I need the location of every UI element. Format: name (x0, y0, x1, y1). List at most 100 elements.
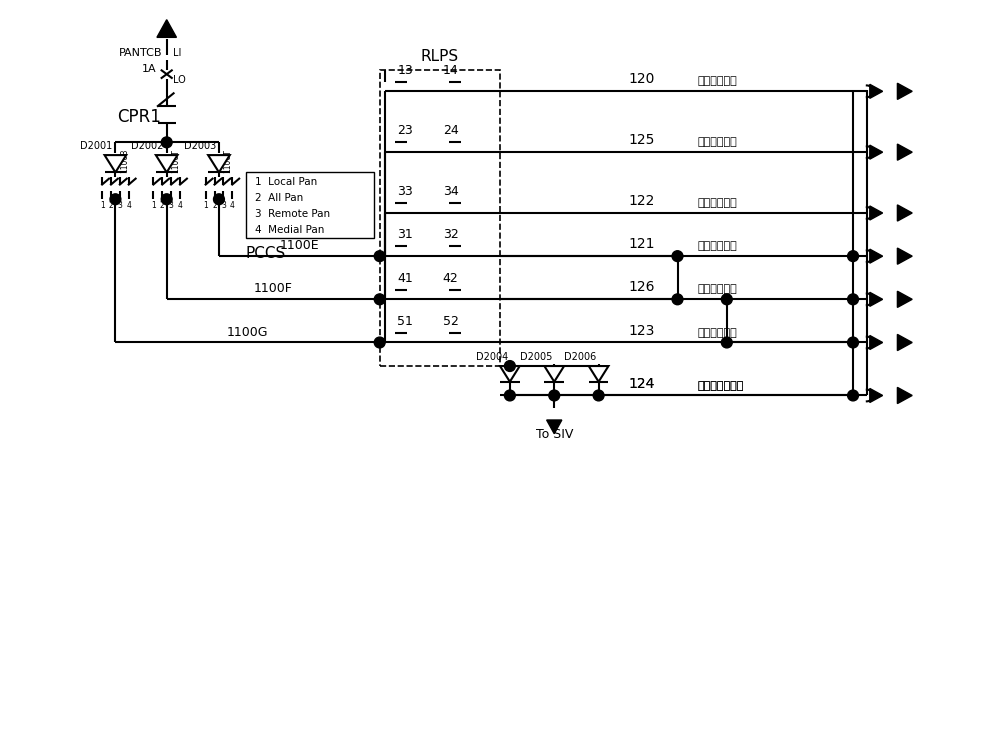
Text: D2001: D2001 (80, 141, 112, 151)
Text: 34: 34 (443, 185, 459, 198)
Text: 124: 124 (628, 377, 655, 391)
Text: 1  Local Pan: 1 Local Pan (255, 177, 318, 187)
Polygon shape (544, 366, 564, 382)
Text: 52: 52 (443, 315, 459, 328)
Text: 121: 121 (628, 237, 655, 251)
Text: 125: 125 (628, 133, 655, 147)
Text: 2  All Pan: 2 All Pan (255, 193, 304, 203)
Text: 4  Medial Pan: 4 Medial Pan (255, 225, 325, 236)
Text: 120: 120 (628, 72, 655, 86)
Circle shape (504, 361, 515, 372)
Bar (380, 70, 500, 366)
Polygon shape (897, 248, 912, 264)
Text: 33: 33 (397, 185, 413, 198)
Circle shape (110, 194, 121, 205)
Text: 1A: 1A (142, 63, 157, 74)
Polygon shape (589, 366, 608, 382)
Polygon shape (105, 155, 126, 172)
Text: 升后弓列车线: 升后弓列车线 (697, 198, 737, 208)
Circle shape (214, 194, 224, 205)
Circle shape (672, 294, 683, 305)
Circle shape (848, 390, 858, 401)
Circle shape (374, 294, 385, 305)
Text: 126: 126 (628, 280, 655, 294)
Bar (246, 171, 374, 238)
Text: 2: 2 (160, 201, 165, 210)
Text: 2: 2 (212, 201, 217, 210)
Polygon shape (208, 155, 230, 172)
Text: 降中弓列车线: 降中弓列车线 (697, 284, 737, 294)
Circle shape (549, 390, 560, 401)
Text: 122: 122 (628, 194, 655, 208)
Circle shape (161, 137, 172, 148)
Text: 1100T: 1100T (171, 149, 180, 173)
Text: 1: 1 (203, 201, 208, 210)
Polygon shape (897, 205, 912, 221)
Text: 14: 14 (443, 63, 459, 77)
Text: 1100E: 1100E (280, 239, 319, 252)
Text: 降后弓列车线: 降后弓列车线 (697, 328, 737, 338)
Text: 降弓通知列车线: 降弓通知列车线 (697, 381, 744, 391)
Text: 123: 123 (628, 324, 655, 338)
Text: 1100T: 1100T (223, 149, 232, 173)
Text: 124: 124 (628, 377, 655, 391)
Text: To SIV: To SIV (536, 428, 573, 441)
Circle shape (848, 337, 858, 348)
Text: 1100F: 1100F (254, 283, 293, 295)
Polygon shape (870, 336, 883, 350)
Text: 24: 24 (443, 124, 459, 138)
Text: 3  Remote Pan: 3 Remote Pan (255, 209, 331, 219)
Circle shape (593, 390, 604, 401)
Polygon shape (897, 144, 912, 160)
Text: LO: LO (173, 75, 185, 85)
Circle shape (504, 390, 515, 401)
Polygon shape (156, 155, 178, 172)
Text: 4: 4 (126, 201, 131, 210)
Text: 降前弓列车线: 降前弓列车线 (697, 241, 737, 251)
Text: 3: 3 (221, 201, 226, 210)
Text: D2005: D2005 (520, 352, 552, 362)
Text: 2: 2 (109, 201, 113, 210)
Text: 1100B: 1100B (120, 149, 129, 173)
Text: 41: 41 (397, 272, 413, 285)
Polygon shape (870, 206, 883, 220)
Text: 降弓通知列车线: 降弓通知列车线 (697, 381, 744, 391)
Text: 31: 31 (397, 228, 413, 241)
Text: PCCS: PCCS (246, 247, 286, 261)
Polygon shape (870, 250, 883, 263)
Polygon shape (897, 387, 912, 403)
Text: 1: 1 (100, 201, 104, 210)
Text: D2004: D2004 (476, 352, 508, 362)
Text: LI: LI (173, 48, 181, 58)
Text: 32: 32 (443, 228, 459, 241)
Circle shape (721, 294, 732, 305)
Polygon shape (870, 145, 883, 159)
Text: 4: 4 (230, 201, 235, 210)
Circle shape (672, 251, 683, 261)
Polygon shape (870, 389, 883, 403)
Circle shape (161, 194, 172, 205)
Circle shape (848, 251, 858, 261)
Text: 3: 3 (169, 201, 174, 210)
Text: 升前弓列车线: 升前弓列车线 (697, 77, 737, 86)
Text: 23: 23 (397, 124, 413, 138)
Polygon shape (500, 366, 520, 382)
Polygon shape (897, 83, 912, 99)
Text: 13: 13 (397, 63, 413, 77)
Text: D2002: D2002 (131, 141, 164, 151)
Text: D2006: D2006 (564, 352, 597, 362)
Polygon shape (897, 291, 912, 308)
Text: 1: 1 (151, 201, 156, 210)
Circle shape (721, 337, 732, 348)
Text: 51: 51 (397, 315, 413, 328)
Text: 1100G: 1100G (227, 325, 268, 339)
Circle shape (374, 337, 385, 348)
Polygon shape (897, 334, 912, 350)
Polygon shape (547, 420, 562, 434)
Text: 升中弓列车线: 升中弓列车线 (697, 137, 737, 147)
Text: PANTCB: PANTCB (119, 48, 163, 58)
Text: 42: 42 (443, 272, 459, 285)
Polygon shape (870, 292, 883, 306)
Text: D2003: D2003 (184, 141, 216, 151)
Text: 3: 3 (117, 201, 122, 210)
